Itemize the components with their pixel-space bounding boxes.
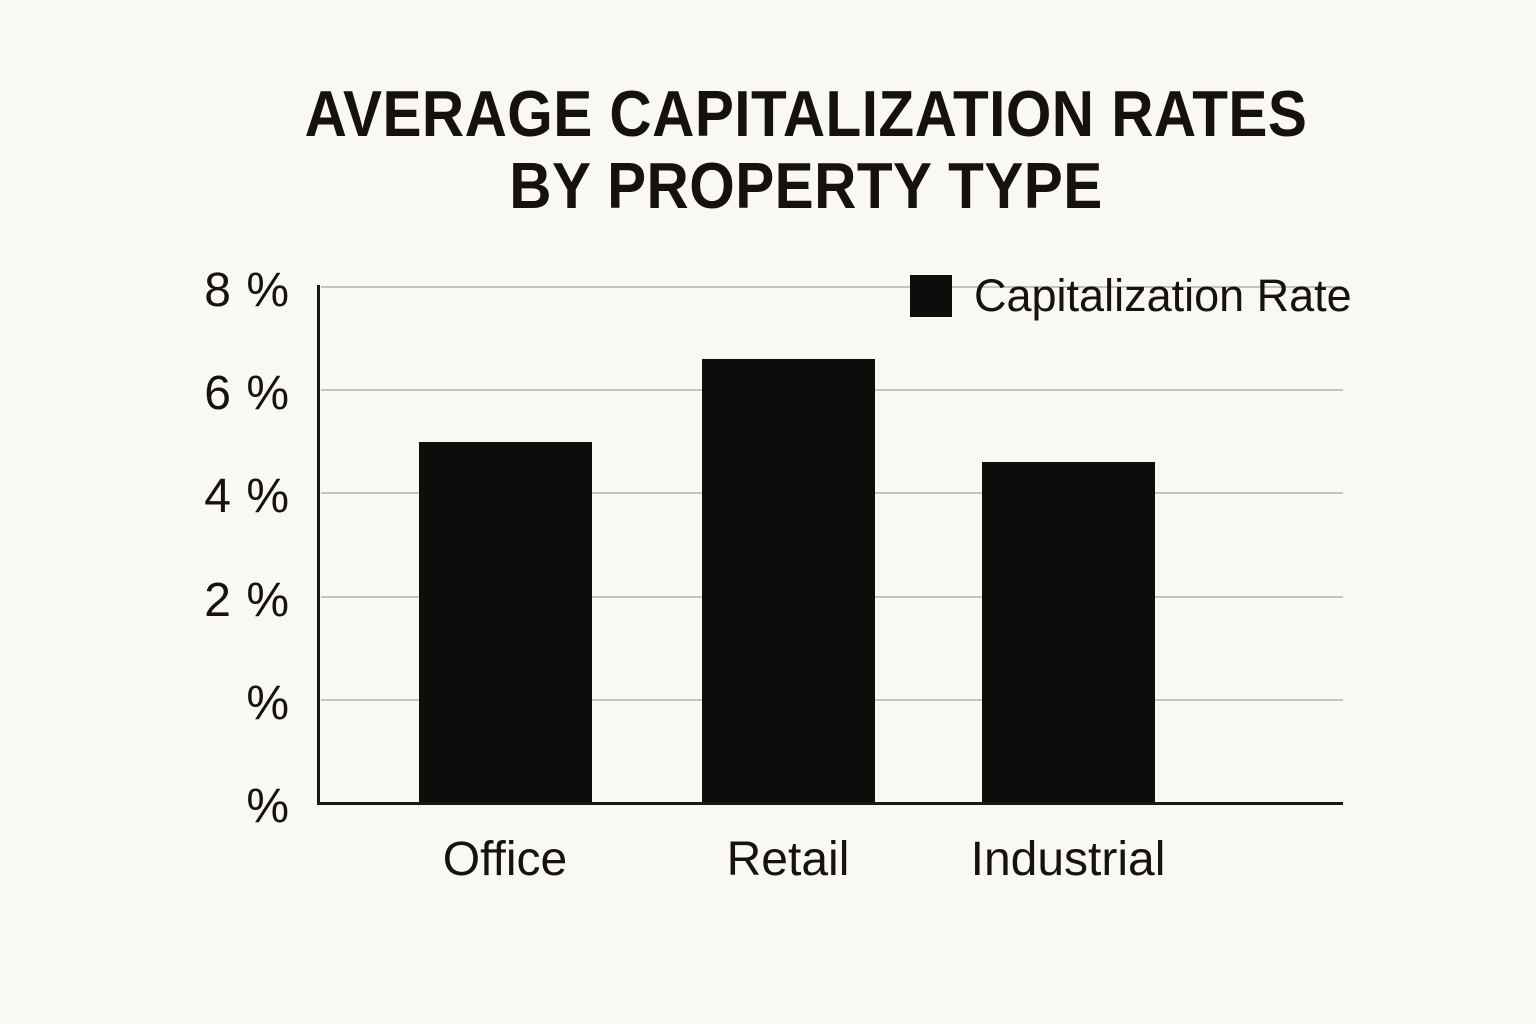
bar-industrial: [981, 462, 1155, 805]
y-tick-label-0: %: [246, 676, 290, 730]
x-tick-label-retail: Retail: [726, 833, 850, 886]
y-tick-label--2: %: [246, 780, 290, 833]
y-tick-label-6: 6 %: [204, 367, 290, 421]
chart-title-line2: BY PROPERTY TYPE: [509, 149, 1103, 222]
y-axis-line: [317, 285, 320, 805]
y-tick-label-2: 2 %: [204, 573, 290, 627]
legend-swatch-icon: [910, 275, 952, 317]
plot-area: [317, 285, 1343, 805]
y-tick-label-8: 8 %: [204, 264, 290, 317]
bar-retail: [701, 359, 875, 805]
gridline-8: [321, 286, 1343, 288]
y-tick-label-4: 4 %: [204, 470, 290, 524]
chart-title-line1: AVERAGE CAPITALIZATION RATES: [304, 77, 1308, 150]
chart-title: AVERAGE CAPITALIZATION RATES BY PROPERTY …: [266, 78, 1346, 222]
bar-office: [418, 441, 592, 805]
x-tick-label-office: Office: [442, 833, 568, 886]
legend-label: Capitalization Rate: [974, 270, 1352, 321]
legend: Capitalization Rate: [910, 273, 1352, 319]
x-axis-line: [317, 802, 1343, 805]
x-tick-label-industrial: Industrial: [970, 833, 1166, 886]
